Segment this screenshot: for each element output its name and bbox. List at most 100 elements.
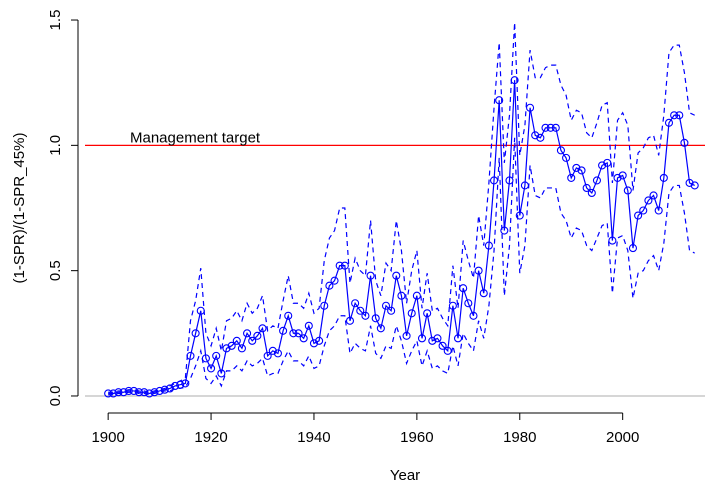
- point: [618, 171, 627, 180]
- point: [402, 331, 411, 340]
- x-tick-label: 2000: [606, 429, 639, 446]
- point: [160, 385, 169, 394]
- point: [232, 336, 241, 345]
- point: [381, 301, 391, 310]
- point: [690, 181, 699, 190]
- point: [289, 329, 298, 338]
- point: [428, 336, 437, 345]
- point: [227, 341, 236, 350]
- point: [376, 324, 385, 333]
- point: [330, 276, 339, 285]
- point: [361, 311, 370, 320]
- point: [109, 389, 118, 398]
- point: [608, 236, 617, 245]
- point: [222, 344, 231, 353]
- point: [423, 309, 432, 318]
- point: [207, 364, 216, 373]
- point: [453, 334, 463, 343]
- point: [448, 301, 457, 310]
- point: [464, 299, 473, 308]
- point: [335, 261, 344, 270]
- point: [284, 311, 293, 320]
- point: [670, 111, 679, 120]
- point: [170, 381, 180, 390]
- point: [587, 188, 596, 198]
- y-tick-label: 0.5: [47, 260, 64, 281]
- point: [572, 163, 581, 172]
- point: [628, 244, 638, 253]
- point: [433, 334, 442, 343]
- point: [634, 211, 643, 220]
- point: [258, 324, 267, 333]
- point: [417, 334, 427, 343]
- point: [556, 146, 565, 155]
- y-tick-label: 0.0: [47, 386, 64, 407]
- point: [124, 386, 133, 396]
- point: [675, 111, 684, 120]
- point: [237, 344, 246, 353]
- point: [500, 226, 509, 235]
- series-line: [108, 80, 695, 395]
- point: [309, 339, 319, 348]
- point: [613, 173, 622, 182]
- point: [577, 166, 586, 175]
- point: [598, 161, 607, 170]
- point: [325, 281, 334, 290]
- point: [320, 301, 329, 310]
- point: [644, 196, 653, 205]
- point: [191, 329, 200, 338]
- point: [541, 123, 550, 132]
- point: [546, 123, 555, 132]
- x-tick-label: 1900: [91, 429, 124, 446]
- point: [268, 346, 277, 355]
- point: [551, 123, 560, 132]
- point: [438, 341, 447, 350]
- point: [536, 133, 545, 142]
- y-tick-label: 1.0: [47, 135, 64, 156]
- point: [263, 351, 272, 360]
- point: [181, 379, 190, 388]
- point: [505, 176, 514, 185]
- point: [474, 266, 483, 275]
- point: [104, 389, 113, 398]
- point: [366, 271, 375, 280]
- x-tick-label: 1920: [194, 429, 227, 446]
- point: [273, 349, 282, 358]
- point: [345, 316, 355, 325]
- point: [484, 241, 493, 250]
- point: [356, 306, 365, 315]
- point: [685, 178, 694, 187]
- point: [392, 271, 401, 280]
- y-tick-label: 1.5: [47, 10, 64, 31]
- point: [114, 388, 123, 397]
- x-tick-label: 1940: [297, 429, 330, 446]
- interval-line: [108, 22, 695, 393]
- point: [212, 351, 221, 360]
- point: [351, 299, 360, 308]
- point: [387, 306, 396, 315]
- point: [659, 173, 668, 182]
- point: [639, 206, 648, 215]
- point: [567, 173, 576, 182]
- point: [469, 311, 478, 320]
- point: [294, 329, 303, 338]
- point: [515, 211, 524, 220]
- point: [582, 183, 591, 192]
- interval-line: [108, 137, 695, 396]
- x-axis-label: Year: [390, 467, 420, 484]
- point: [279, 326, 288, 335]
- point: [443, 346, 452, 355]
- point: [248, 336, 257, 345]
- x-tick-label: 1960: [400, 429, 433, 446]
- point: [526, 103, 535, 112]
- point: [315, 336, 324, 345]
- point: [649, 191, 658, 200]
- point: [479, 289, 488, 298]
- point: [253, 331, 262, 340]
- point: [340, 261, 349, 270]
- point: [562, 153, 571, 162]
- point: [654, 206, 663, 215]
- annotation: Management target: [130, 129, 261, 146]
- point: [680, 138, 689, 147]
